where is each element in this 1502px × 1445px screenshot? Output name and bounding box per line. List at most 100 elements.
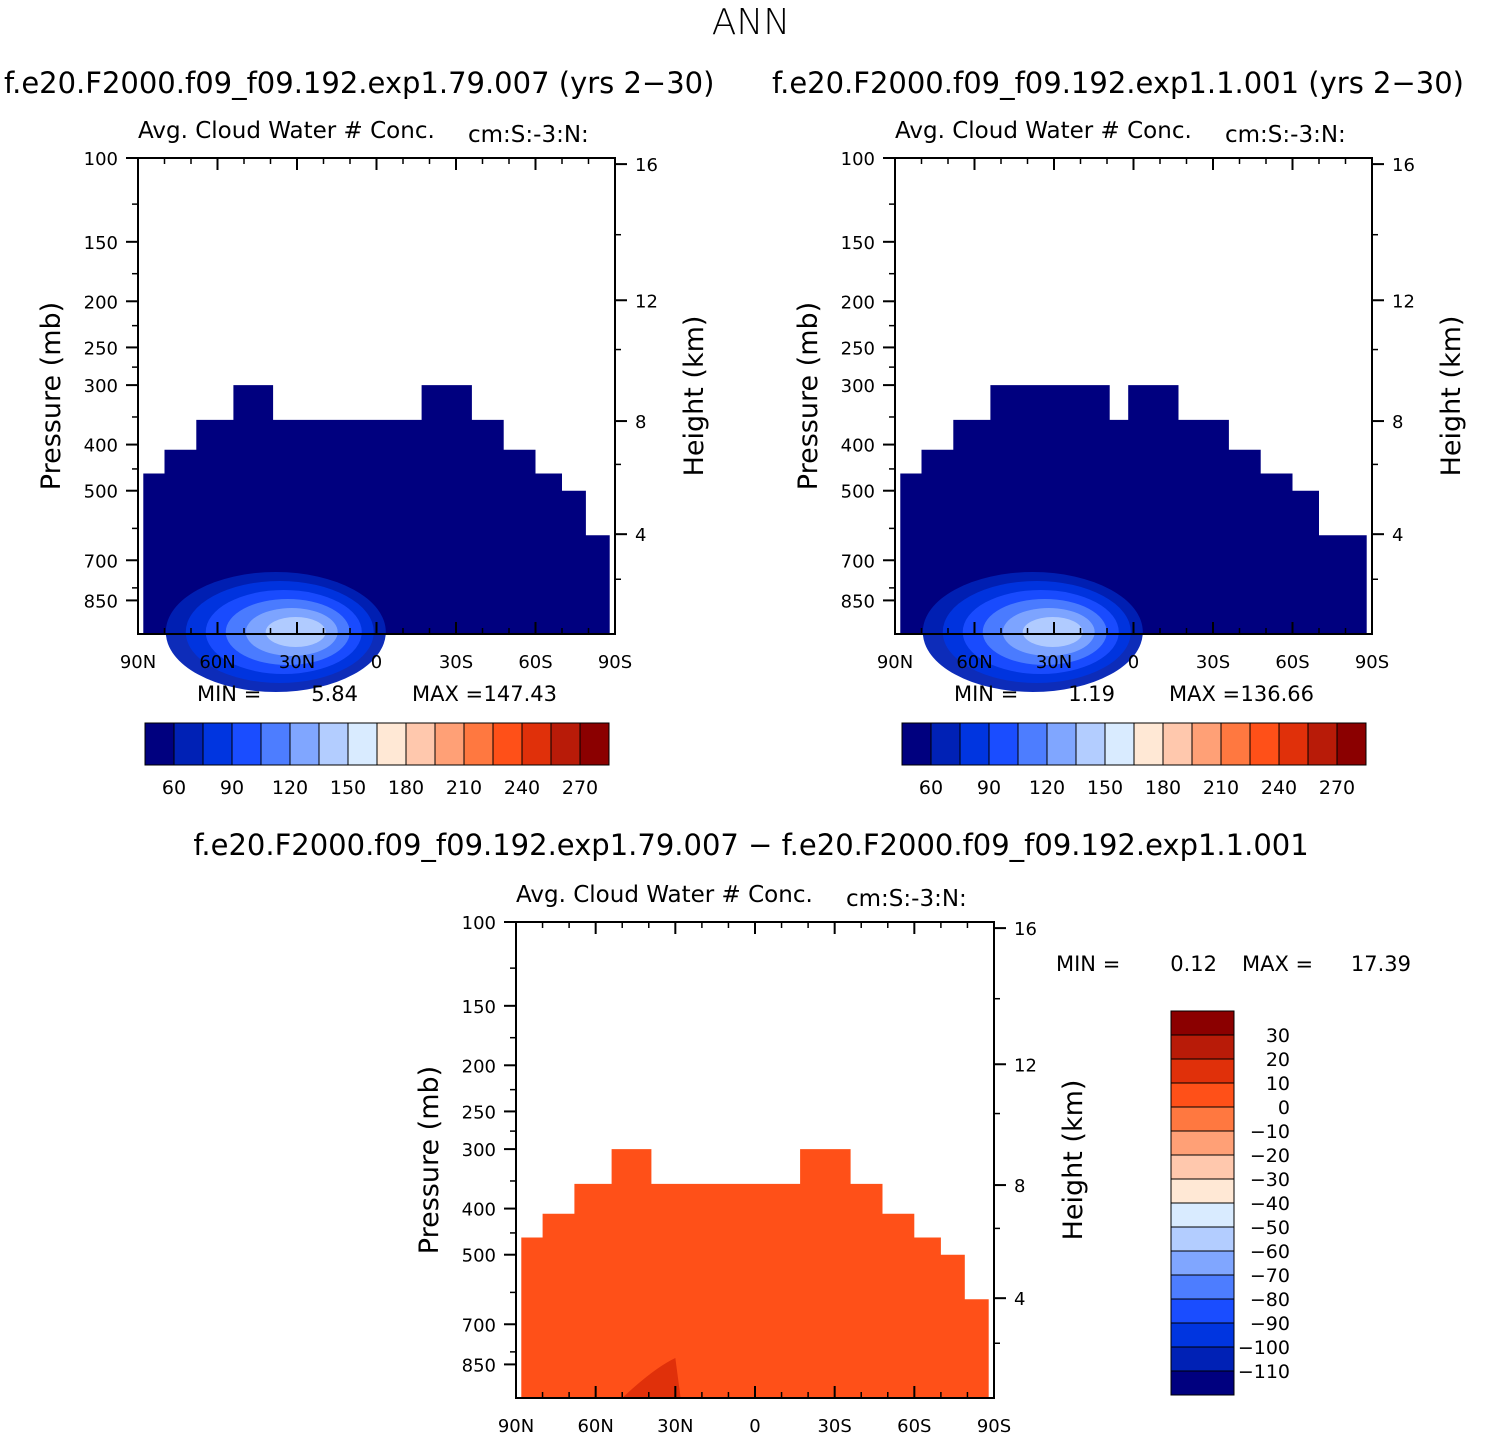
- x-tick-label: 60N: [577, 1416, 613, 1437]
- page-title: ANN: [711, 2, 791, 43]
- max-value: 136.66: [1241, 682, 1314, 706]
- colorbar-box: [1336, 722, 1367, 766]
- colorbar-box: [1046, 722, 1077, 766]
- x-tick-label: 0: [749, 1416, 760, 1437]
- max-value: 17.39: [1351, 952, 1411, 976]
- x-tick-label: 30S: [817, 1416, 851, 1437]
- colorbar-box: [318, 722, 349, 766]
- colorbar-label: −90: [1250, 1313, 1290, 1335]
- y2-tick-label: 16: [1392, 155, 1415, 176]
- y-tick-label: 400: [841, 436, 875, 457]
- max-label: MAX =: [412, 682, 483, 706]
- chart-units: cm:S:-3:N:: [846, 886, 967, 912]
- colorbar-label: −110: [1238, 1361, 1290, 1383]
- colorbar-label: −60: [1250, 1241, 1290, 1263]
- chart-diff: Avg. Cloud Water # Conc. cm:S:-3:N:100150…: [414, 882, 1411, 1437]
- y2-axis-label: Height (km): [1436, 316, 1467, 477]
- colorbar-box: [1170, 1130, 1235, 1156]
- max-label: MAX =: [1242, 952, 1313, 976]
- colorbar-box: [1170, 1034, 1235, 1060]
- y-tick-label: 100: [462, 913, 496, 934]
- colorbar-label: −80: [1250, 1289, 1290, 1311]
- y-tick-label: 500: [841, 482, 875, 503]
- y-tick-label: 300: [84, 376, 118, 397]
- colorbar-box: [1104, 722, 1135, 766]
- y-tick-label: 100: [841, 149, 875, 170]
- colorbar-box: [144, 722, 175, 766]
- y-tick-label: 850: [462, 1355, 496, 1376]
- chart-units: cm:S:-3:N:: [468, 122, 589, 148]
- x-tick-label: 60S: [518, 652, 552, 673]
- colorbar-label: 180: [388, 777, 424, 799]
- x-tick-label: 90N: [877, 652, 913, 673]
- colorbar-box: [579, 722, 610, 766]
- min-value: 0.12: [1170, 952, 1217, 976]
- colorbar-box: [376, 722, 407, 766]
- x-tick-label: 60S: [1275, 652, 1309, 673]
- y2-tick-label: 12: [1014, 1055, 1037, 1076]
- cloud-region: [521, 1149, 989, 1398]
- colorbar-label: 240: [1261, 777, 1297, 799]
- colorbar-label: 270: [1319, 777, 1355, 799]
- colorbar-box: [1170, 1346, 1235, 1372]
- colorbar-label: −10: [1250, 1121, 1290, 1143]
- y2-tick-label: 16: [635, 155, 658, 176]
- colorbar-label: 210: [1203, 777, 1239, 799]
- colorbar-label: 120: [1029, 777, 1065, 799]
- y-tick-label: 100: [84, 149, 118, 170]
- x-tick-label: 30N: [657, 1416, 693, 1437]
- min-label: MIN =: [954, 682, 1018, 706]
- colorbar-box: [289, 722, 320, 766]
- y-tick-label: 250: [84, 338, 118, 359]
- x-tick-label: 30S: [439, 652, 473, 673]
- colorbar-label: −100: [1238, 1337, 1290, 1359]
- colorbar-label: −40: [1250, 1193, 1290, 1215]
- x-tick-label: 0: [1128, 652, 1139, 673]
- colorbar-box: [1170, 1298, 1235, 1324]
- case2-header: f.e20.F2000.f09_f09.192.exp1.1.001 (yrs …: [772, 66, 1464, 100]
- chart-units: cm:S:-3:N:: [1225, 122, 1346, 148]
- colorbar-label: 30: [1266, 1025, 1290, 1047]
- cloud-region: [900, 385, 1367, 634]
- x-tick-label: 90N: [120, 652, 156, 673]
- y-tick-label: 300: [841, 376, 875, 397]
- colorbar-label: 150: [1087, 777, 1123, 799]
- colorbar-label: 150: [330, 777, 366, 799]
- x-tick-label: 90S: [1355, 652, 1389, 673]
- y2-tick-label: 12: [1392, 291, 1415, 312]
- y-tick-label: 150: [84, 233, 118, 254]
- colorbar-box: [173, 722, 204, 766]
- colorbar-box: [1170, 1154, 1235, 1180]
- colorbar-box: [1170, 1322, 1235, 1348]
- colorbar-box: [1191, 722, 1222, 766]
- x-tick-label: 90S: [977, 1416, 1011, 1437]
- colorbar-box: [1170, 1226, 1235, 1252]
- contour-band: [622, 1358, 681, 1398]
- min-value: 1.19: [1068, 682, 1115, 706]
- colorbar-box: [1133, 722, 1164, 766]
- colorbar-box: [231, 722, 262, 766]
- colorbar-label: 270: [562, 777, 598, 799]
- y-tick-label: 150: [841, 233, 875, 254]
- colorbar-box: [1220, 722, 1251, 766]
- y2-tick-label: 16: [1014, 919, 1037, 940]
- chart-case2: Avg. Cloud Water # Conc. cm:S:-3:N: 100 150…: [793, 118, 1467, 799]
- colorbar-label: 60: [919, 777, 943, 799]
- y2-tick-label: 4: [635, 525, 646, 546]
- min-label: MIN =: [1056, 952, 1120, 976]
- y-tick-label: 700: [462, 1315, 496, 1336]
- x-tick-label: 30N: [279, 652, 315, 673]
- y2-tick-label: 12: [635, 291, 658, 312]
- y-tick-label: 200: [841, 292, 875, 313]
- case1-header: f.e20.F2000.f09_f09.192.exp1.79.007 (yrs…: [4, 66, 715, 100]
- y-tick-label: 400: [462, 1200, 496, 1221]
- y2-tick-label: 4: [1014, 1289, 1025, 1310]
- x-tick-label: 30N: [1036, 652, 1072, 673]
- colorbar-label: −30: [1250, 1169, 1290, 1191]
- colorbar-label: 180: [1145, 777, 1181, 799]
- y-tick-label: 700: [84, 551, 118, 572]
- x-tick-label: 60N: [199, 652, 235, 673]
- colorbar-label: 120: [272, 777, 308, 799]
- x-tick-label: 60S: [897, 1416, 931, 1437]
